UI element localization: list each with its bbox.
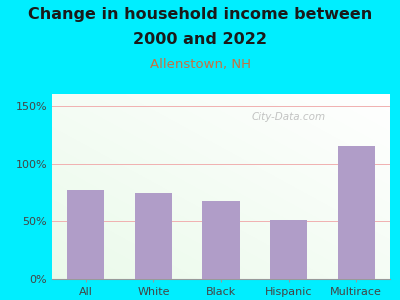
Text: Allenstown, NH: Allenstown, NH: [150, 58, 250, 71]
Bar: [202, 201, 240, 279]
Text: Change in household income between: Change in household income between: [28, 8, 372, 22]
Text: City-Data.com: City-Data.com: [252, 112, 326, 122]
Text: 2000 and 2022: 2000 and 2022: [133, 32, 267, 46]
Bar: [67, 190, 104, 279]
Bar: [338, 146, 375, 279]
Bar: [135, 193, 172, 279]
Bar: [270, 220, 307, 279]
